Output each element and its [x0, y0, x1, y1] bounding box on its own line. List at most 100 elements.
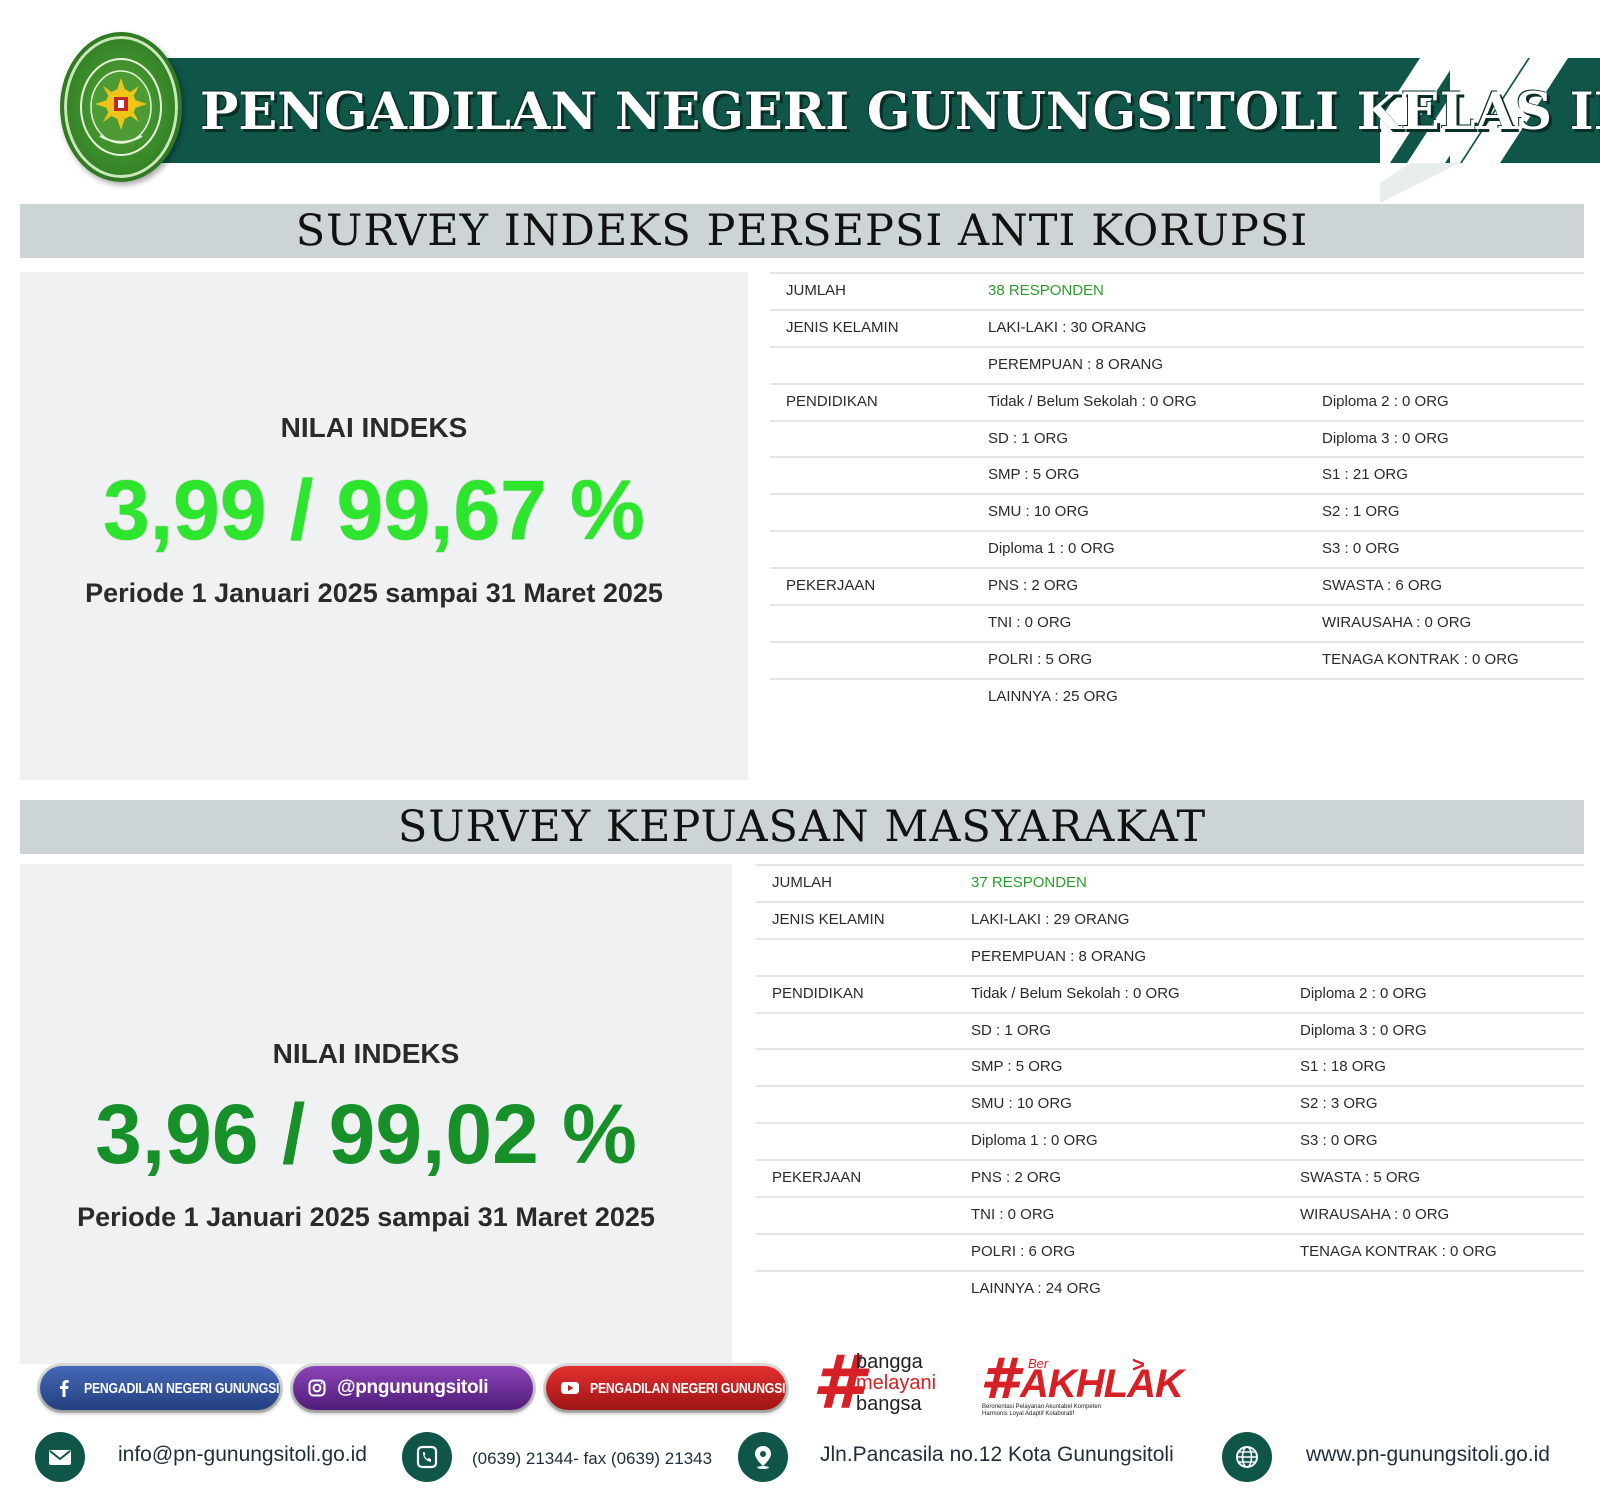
phone-number: (0639) 21344- fax (0639) 21343	[472, 1449, 713, 1468]
row-value: S1 : 18 ORG	[1300, 1058, 1386, 1076]
akhlak-subtitle-line: Berorientasi Pelayanan Akuntabel Kompete…	[982, 1404, 1102, 1410]
facebook-icon	[60, 1380, 69, 1397]
row-value: Diploma 2 : 0 ORG	[1300, 984, 1427, 1002]
table-row: PEKERJAAN PNS : 2 ORG SWASTA : 6 ORG	[770, 567, 1584, 604]
table-row: JENIS KELAMIN LAKI-LAKI : 29 ORANG	[756, 900, 1584, 938]
hashtag-icon: #	[980, 1347, 1019, 1412]
youtube-label: PENGADILAN NEGERI GUNUNGSITOLI	[590, 1379, 786, 1397]
row-value: LAKI-LAKI : 29 ORANG	[971, 910, 1130, 928]
periode-text: Periode 1 Januari 2025 sampai 31 Maret 2…	[77, 1202, 655, 1232]
row-value: SD : 1 ORG	[971, 1021, 1052, 1039]
row-value: SMU : 10 ORG	[971, 1095, 1072, 1113]
location-pin-icon	[738, 1432, 788, 1482]
youtube-link[interactable]: PENGADILAN NEGERI GUNUNGSITOLI	[546, 1366, 786, 1410]
court-logo	[60, 32, 182, 182]
row-value: PNS : 2 ORG	[988, 577, 1079, 595]
row-value: WIRAUSAHA : 0 ORG	[1322, 614, 1472, 632]
table-row: SMU : 10 ORG S2 : 1 ORG	[770, 493, 1584, 530]
row-value: S2 : 1 ORG	[1322, 503, 1400, 521]
row-value: SWASTA : 5 ORG	[1300, 1169, 1421, 1187]
row-value: TENAGA KONTRAK : 0 ORG	[1300, 1242, 1497, 1260]
table-row: PENDIDIKAN Tidak / Belum Sekolah : 0 ORG D…	[756, 974, 1584, 1012]
section-title-ikm: SURVEY KEPUASAN MASYARAKAT	[20, 800, 1584, 854]
respondent-table-ipak: JUMLAH 38 RESPONDEN JENIS KELAMIN LAKI-LAKI…	[770, 272, 1584, 715]
slogan-word: melayani	[856, 1372, 937, 1394]
email-icon	[35, 1432, 85, 1482]
table-row: PEREMPUAN : 8 ORANG	[770, 345, 1584, 383]
table-row: SMP : 5 ORG S1 : 18 ORG	[756, 1048, 1584, 1085]
header-stripes	[1380, 58, 1600, 203]
table-row: POLRI : 6 ORG TENAGA KONTRAK : 0 ORG	[756, 1232, 1584, 1270]
table-row: PEREMPUAN : 8 ORANG	[756, 937, 1584, 975]
nilai-label: NILAI INDEKS	[280, 412, 468, 443]
row-value: POLRI : 6 ORG	[971, 1242, 1076, 1260]
row-value: LAINNYA : 24 ORG	[971, 1279, 1101, 1297]
index-panel-ipak: NILAI INDEKS 3,99 / 99,67 % Periode 1 Ja…	[20, 272, 748, 780]
row-value: SMU : 10 ORG	[988, 503, 1089, 521]
table-row: SD : 1 ORG Diploma 3 : 0 ORG	[770, 419, 1584, 457]
akhlak-word: AKHLAK	[1020, 1362, 1184, 1406]
row-value: 38 RESPONDEN	[988, 282, 1104, 299]
respondent-table-ikm: JUMLAH 37 RESPONDEN JENIS KELAMIN LAKI-LAKI…	[756, 864, 1584, 1307]
row-label: PENDIDIKAN	[786, 392, 878, 410]
row-value: SMP : 5 ORG	[988, 466, 1080, 484]
row-value: Diploma 3 : 0 ORG	[1322, 429, 1449, 447]
row-value: PNS : 2 ORG	[971, 1169, 1062, 1187]
row-label: JUMLAH	[772, 874, 833, 891]
row-value: TENAGA KONTRAK : 0 ORG	[1322, 650, 1519, 668]
row-value: Diploma 1 : 0 ORG	[971, 1132, 1098, 1150]
globe-icon	[1222, 1432, 1272, 1482]
table-row: SMU : 10 ORG S2 : 3 ORG	[756, 1085, 1584, 1122]
row-label: JUMLAH	[786, 282, 847, 299]
row-value: S2 : 3 ORG	[1300, 1095, 1378, 1113]
row-value: TNI : 0 ORG	[971, 1206, 1055, 1224]
facebook-label: PENGADILAN NEGERI GUNUNGSITOLI	[84, 1379, 280, 1397]
row-value: 37 RESPONDEN	[971, 874, 1087, 891]
website-link[interactable]: www.pn-gunungsitoli.go.id	[1306, 1443, 1550, 1466]
row-value: Tidak / Belum Sekolah : 0 ORG	[971, 984, 1180, 1002]
section-title-ipak: SURVEY INDEKS PERSEPSI ANTI KORUPSI	[20, 204, 1584, 258]
row-value: SMP : 5 ORG	[971, 1058, 1063, 1076]
table-row: POLRI : 5 ORG TENAGA KONTRAK : 0 ORG	[770, 640, 1584, 678]
bangga-melayani-bangsa-logo: # bangga melayani bangsa	[812, 1346, 962, 1420]
table-row: LAINNYA : 25 ORG	[770, 677, 1584, 715]
index-panel-ikm: NILAI INDEKS 3,96 / 99,02 % Periode 1 Ja…	[20, 864, 732, 1364]
row-value: LAINNYA : 25 ORG	[988, 687, 1118, 705]
row-value: S3 : 0 ORG	[1300, 1132, 1378, 1150]
row-value: SWASTA : 6 ORG	[1322, 577, 1443, 595]
instagram-link[interactable]: @pngunungsitoli	[293, 1366, 533, 1410]
facebook-link[interactable]: PENGADILAN NEGERI GUNUNGSITOLI	[40, 1366, 280, 1410]
row-value: Diploma 2 : 0 ORG	[1322, 392, 1449, 410]
table-row: PEKERJAAN PNS : 2 ORG SWASTA : 5 ORG	[756, 1159, 1584, 1196]
hashtag-icon: #	[812, 1340, 864, 1426]
court-emblem-icon	[80, 58, 162, 156]
table-row: PENDIDIKAN Tidak / Belum Sekolah : 0 ORG D…	[770, 382, 1584, 420]
row-value: Tidak / Belum Sekolah : 0 ORG	[988, 392, 1197, 410]
instagram-label: @pngunungsitoli	[337, 1377, 489, 1398]
row-label: JENIS KELAMIN	[786, 318, 899, 336]
row-label: JENIS KELAMIN	[772, 910, 885, 928]
row-value: TNI : 0 ORG	[988, 614, 1072, 632]
row-label: PENDIDIKAN	[772, 984, 864, 1002]
table-row: JENIS KELAMIN LAKI-LAKI : 30 ORANG	[770, 308, 1584, 346]
row-value: POLRI : 5 ORG	[988, 650, 1093, 668]
akhlak-subtitle: Berorientasi Pelayanan Akuntabel Kompete…	[982, 1404, 1101, 1418]
nilai-value: 3,96 / 99,02 %	[95, 1087, 637, 1181]
table-row: JUMLAH 38 RESPONDEN	[770, 272, 1584, 309]
row-value: S3 : 0 ORG	[1322, 540, 1400, 558]
table-row: JUMLAH 37 RESPONDEN	[756, 864, 1584, 901]
header-band	[150, 58, 1450, 163]
row-label: PEKERJAAN	[786, 577, 876, 595]
nilai-label: NILAI INDEKS	[272, 1038, 460, 1069]
phone-icon	[402, 1432, 452, 1482]
nilai-value: 3,99 / 99,67 %	[103, 463, 645, 557]
email-link[interactable]: info@pn-gunungsitoli.go.id	[118, 1443, 367, 1466]
table-row: TNI : 0 ORG WIRAUSAHA : 0 ORG	[756, 1196, 1584, 1233]
row-value: S1 : 21 ORG	[1322, 466, 1408, 484]
row-value: WIRAUSAHA : 0 ORG	[1300, 1206, 1450, 1224]
row-value: Diploma 3 : 0 ORG	[1300, 1021, 1427, 1039]
chevron-right-icon: >	[1132, 1352, 1145, 1377]
row-value: LAKI-LAKI : 30 ORANG	[988, 318, 1147, 336]
row-value: SD : 1 ORG	[988, 429, 1069, 447]
slogan-word: bangga	[856, 1351, 923, 1373]
